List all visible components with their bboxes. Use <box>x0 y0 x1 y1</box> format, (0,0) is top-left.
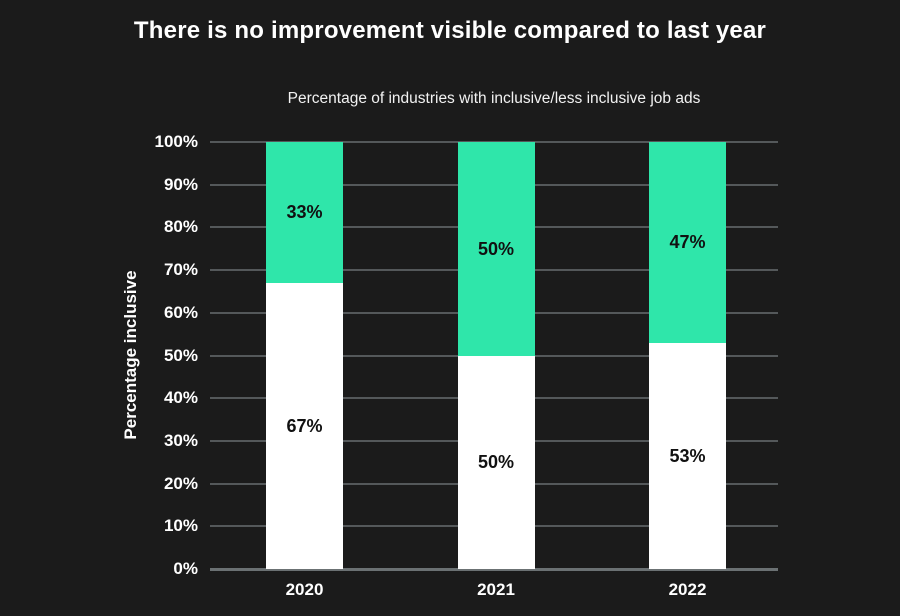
y-tick-label: 0% <box>173 559 198 578</box>
y-tick-label: 80% <box>163 217 198 237</box>
y-tick-label: 90% <box>163 174 198 194</box>
bar-segment-inclusive <box>649 342 726 569</box>
y-tick-label: 20% <box>163 473 198 493</box>
x-tick-label: 2022 <box>668 580 707 599</box>
y-tick-label: 60% <box>163 302 198 322</box>
y-tick-label: 10% <box>163 516 198 536</box>
y-tick-label: 70% <box>163 260 198 280</box>
bar-segment-inclusive <box>266 282 343 569</box>
x-tick-label: 2020 <box>285 580 324 599</box>
bar-segment-less-inclusive <box>266 142 343 283</box>
bar-segment-inclusive <box>457 355 535 569</box>
x-tick-label: 2021 <box>477 580 515 599</box>
y-tick-label: 40% <box>163 388 198 408</box>
bar-value-label: 33% <box>286 202 323 223</box>
chart-title: There is no improvement visible compared… <box>133 17 767 44</box>
bar-value-label: 53% <box>669 445 706 466</box>
bar-value-label: 50% <box>477 452 515 473</box>
bar-segment-less-inclusive <box>457 142 535 356</box>
bar-segment-less-inclusive <box>649 142 726 343</box>
x-axis-line <box>210 568 778 571</box>
y-tick-label: 50% <box>163 345 198 365</box>
bar-value-label: 47% <box>669 232 706 253</box>
y-tick-label: 100% <box>154 132 198 151</box>
y-tick-label: 30% <box>163 430 198 450</box>
chart-subtitle: Percentage of industries with inclusive/… <box>287 90 701 107</box>
bar-value-label: 67% <box>286 415 323 436</box>
bar-value-label: 50% <box>477 238 515 259</box>
